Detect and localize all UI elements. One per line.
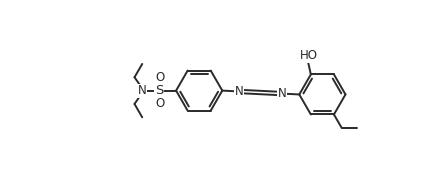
Text: N: N [235, 85, 243, 98]
Text: HO: HO [300, 49, 318, 63]
Text: N: N [138, 84, 146, 97]
Text: O: O [155, 71, 165, 84]
Text: N: N [278, 87, 287, 100]
Text: S: S [155, 84, 163, 97]
Text: O: O [155, 97, 165, 110]
